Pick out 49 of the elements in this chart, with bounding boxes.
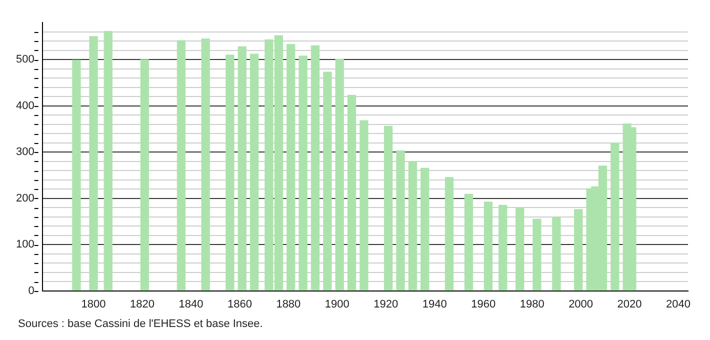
bar	[360, 120, 368, 291]
bar	[552, 216, 561, 291]
y-tick-label: 0	[28, 284, 34, 297]
bar	[498, 204, 508, 291]
bar	[384, 126, 393, 291]
x-tick-label: 1820	[130, 298, 154, 310]
x-tick-label: 1960	[471, 298, 496, 310]
y-tick-label: 300	[16, 146, 34, 158]
bar	[464, 194, 474, 291]
bar	[140, 59, 150, 291]
bar	[574, 209, 583, 291]
bar	[420, 168, 430, 291]
bar	[226, 54, 234, 291]
bar	[201, 38, 210, 291]
bar	[484, 202, 493, 291]
x-tick-label: 2000	[568, 298, 594, 310]
x-tick-label: 1880	[276, 298, 301, 310]
bar	[396, 150, 405, 291]
x-tick-label: 1900	[324, 298, 350, 310]
x-tick-label: 2040	[666, 298, 690, 310]
bar	[516, 208, 524, 291]
x-tick-label: 1840	[178, 298, 204, 310]
x-tick-label: 1800	[81, 298, 106, 310]
bar	[532, 218, 542, 291]
bar	[104, 31, 112, 291]
bar	[610, 142, 620, 291]
bar	[347, 94, 356, 291]
bar	[323, 72, 332, 291]
bar	[286, 44, 296, 291]
bar	[335, 58, 344, 291]
x-tick-label: 1980	[520, 298, 544, 310]
y-tick-label: 100	[16, 238, 34, 251]
y-tick-label: 400	[16, 100, 34, 112]
bar	[89, 36, 98, 291]
x-tick-label: 1920	[374, 298, 398, 310]
source-note: Sources : base Cassini de l'EHESS et base Insee.	[18, 318, 264, 330]
x-tick-label: 1860	[227, 298, 252, 310]
y-tick-label: 200	[16, 192, 34, 204]
bar	[298, 56, 308, 291]
y-tick-label: 500	[16, 54, 34, 66]
x-tick-label: 2020	[617, 298, 642, 310]
bar	[310, 45, 320, 291]
bar	[250, 54, 259, 291]
bar	[176, 40, 186, 291]
bar	[408, 161, 418, 291]
bar	[444, 177, 454, 291]
bar	[238, 46, 246, 291]
bar	[72, 60, 81, 291]
x-tick-label: 1940	[422, 298, 447, 310]
